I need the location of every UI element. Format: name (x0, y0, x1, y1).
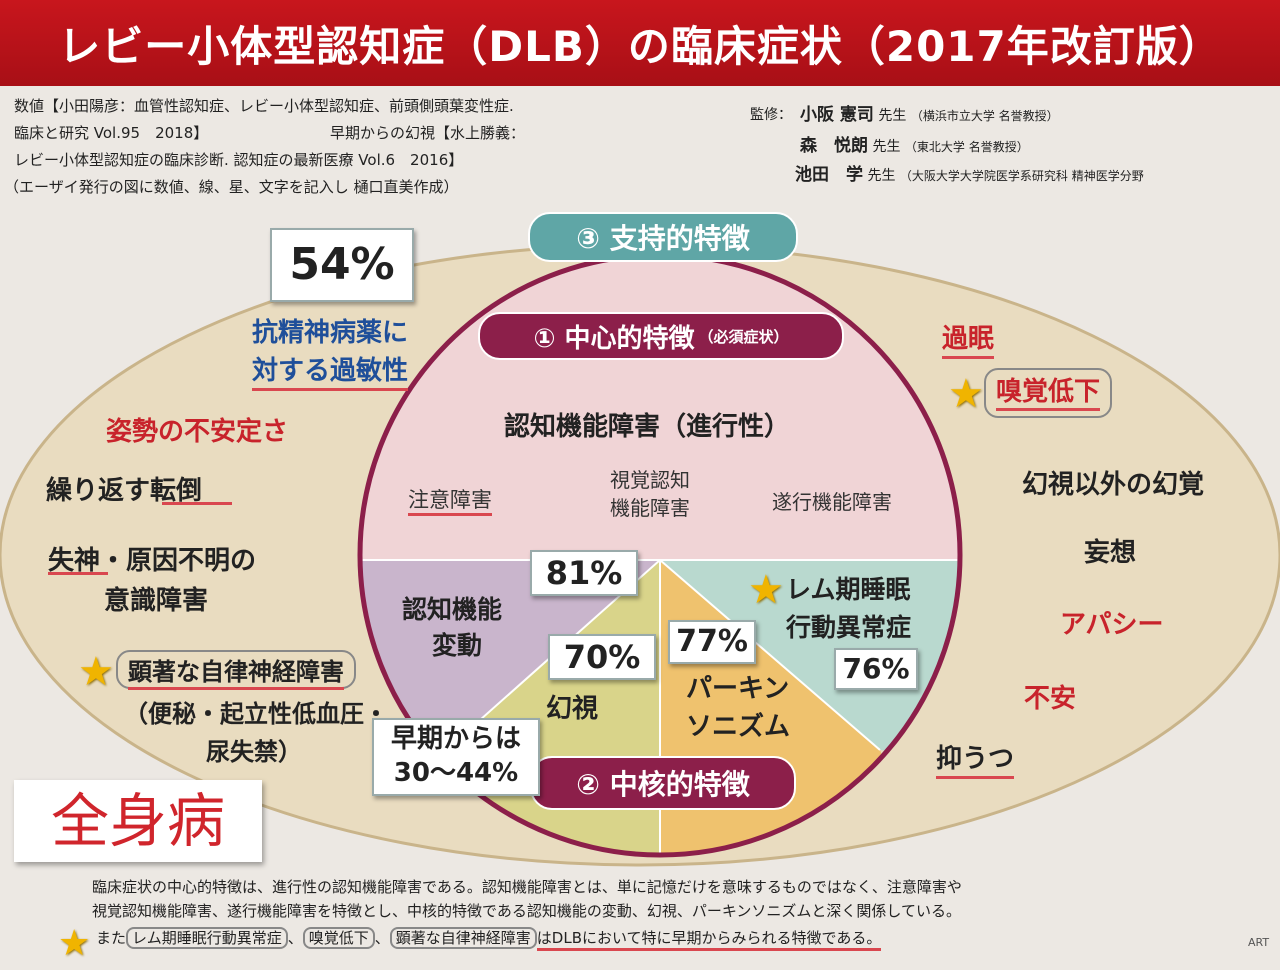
parkinsonism-label-2: ソニズム (686, 712, 791, 742)
falls-underline (162, 502, 232, 505)
autonomic-detail-1: （便秘・起立性低血圧・ (124, 700, 388, 728)
source-line-2a: 臨床と研究 Vol.95 2018】 (14, 124, 209, 142)
attention-impairment: 注意障害 (408, 484, 492, 516)
corner-mark: ART (1248, 936, 1270, 949)
visual-cognitive-impairment: 視覚認知 機能障害 (610, 468, 690, 520)
footer-line-3: また レム期睡眠行動異常症、嗅覚低下、顕著な自律神経障害 はDLBにおいて特に早期か… (96, 927, 882, 951)
source-line-1: 数値【小田陽彦：血管性認知症、レビー小体型認知症、前頭側頭葉変性症. (14, 97, 514, 115)
supervisor-2: 森 悦朗 先生 （東北大学 名誉教授） (800, 136, 1029, 156)
fluctuation-region (360, 560, 660, 760)
hallucination-pct: 70% (548, 634, 656, 680)
rbd-pct: 76% (834, 648, 918, 690)
source-line-2b: 早期からの幻視【水上勝義： (330, 124, 526, 142)
cognitive-impairment: 認知機能障害（進行性） (504, 412, 791, 442)
fluctuation-label-2: 変動 (432, 631, 483, 660)
apathy: アパシー (1060, 610, 1164, 640)
anxiety: 不安 (1024, 684, 1077, 714)
rbd-region (660, 560, 960, 760)
parkinsonism-label-1: パーキン (686, 674, 790, 704)
star-icon: ★ (78, 649, 114, 695)
star-icon: ★ (58, 923, 91, 964)
source-line-3: レビー小体型認知症の臨床診断. 認知症の最新医療 Vol.6 2016】 (14, 151, 464, 169)
hypersensitivity-label-2: 対する過敏性 (252, 350, 409, 391)
repeated-falls: 繰り返す転倒 (46, 476, 203, 506)
rbd-label-1: レム期睡眠 (786, 575, 911, 604)
syncope-underline (48, 572, 108, 575)
early-onset-box: 早期からは 30〜44% (372, 718, 540, 796)
star-icon: ★ (748, 567, 784, 613)
supervisor-label: 監修： (750, 107, 792, 123)
page-title: レビー小体型認知症（DLB）の臨床症状（2017年改訂版） (0, 0, 1280, 86)
posture-instability: 姿勢の不安定さ (106, 417, 289, 447)
autonomic-detail-2: 尿失禁） (206, 738, 302, 766)
core-header: ② 中核的特徴 (530, 756, 796, 810)
central-header: ① 中心的特徴 （必須症状） (478, 312, 844, 360)
hypersomnia: 過眠 (942, 318, 995, 359)
fluctuation-label-1: 認知機能 (402, 595, 503, 624)
supervisor-3: 池田 学 先生 （大阪大学大学院医学系研究科 精神医学分野 (795, 165, 1144, 185)
delusion: 妄想 (1084, 538, 1137, 568)
depression: 抑うつ (936, 738, 1015, 779)
supervisor-1: 小阪 憲司 先生 （横浜市立大学 名誉教授） (800, 105, 1059, 125)
whole-body-disease: 全身病 (14, 780, 262, 862)
footer-line-2: 視覚認知機能障害、遂行機能障害を特徴とし、中核的特徴である認知機能の変動、幻視、… (92, 902, 961, 920)
executive-impairment: 遂行機能障害 (772, 490, 892, 514)
hypersensitivity-pct: 54% (270, 228, 414, 302)
hyposmia: 嗅覚低下 (984, 368, 1113, 418)
rbd-label-2: 行動異常症 (786, 613, 912, 642)
parkinsonism-pct: 77% (668, 620, 756, 664)
fluctuation-pct: 81% (530, 550, 638, 596)
syncope-label-1: 失神・原因不明の (48, 546, 257, 576)
syncope-label-2: 意識障害 (104, 586, 209, 616)
autonomic-dysfunction: 顕著な自律神経障害 (116, 650, 356, 690)
visual-hallucination: 幻視 (546, 694, 599, 724)
footer-line-1: 臨床症状の中心的特徴は、進行性の認知機能障害である。認知機能障害とは、単に記憶だ… (92, 878, 962, 896)
other-hallucinations: 幻視以外の幻覚 (1022, 470, 1205, 500)
credit-line: （エーザイ発行の図に数値、線、星、文字を記入し 樋口直美作成） (4, 178, 459, 196)
star-icon: ★ (948, 371, 984, 417)
supportive-header: ③ 支持的特徴 (528, 212, 798, 262)
hypersensitivity-label-1: 抗精神病薬に (252, 318, 409, 348)
